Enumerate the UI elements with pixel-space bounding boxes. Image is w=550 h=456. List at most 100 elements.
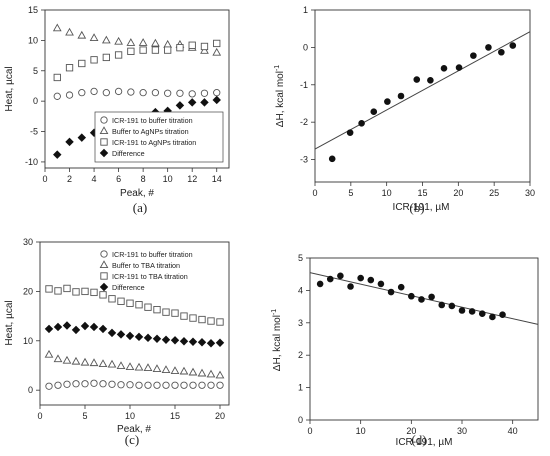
data-point [144,303,152,311]
x-tick-label: 15 [170,411,180,421]
legend-entry: Buffer to TBA titration [112,261,180,270]
data-point [188,367,198,376]
data-point [72,380,80,388]
data-point [197,368,207,377]
data-point [78,59,86,68]
data-point [126,38,136,46]
series-icr-191-to-tba-titration [45,284,224,326]
data-point [152,364,162,372]
x-tick-label: 10 [382,188,392,198]
data-point [65,91,74,99]
x-tick-label: 8 [141,174,146,184]
data-point [152,334,162,344]
y-tick-label: 3 [298,318,303,328]
data-point [216,381,224,389]
data-point [328,155,336,163]
x-axis-label: Peak, # [117,424,151,435]
x-tick-label: 40 [508,426,518,436]
data-point [114,87,123,96]
data-point [438,301,446,309]
y-axis-label: ΔH, kcal mol-1 [274,65,286,127]
y-axis-label: Heat, µcal [4,66,15,111]
x-tick-label: 0 [312,188,317,198]
data-point [89,358,99,367]
legend-marker [100,138,108,146]
data-point [114,36,123,45]
data-point [161,365,171,373]
data-point [337,272,344,280]
data-point [188,90,196,98]
data-point [80,321,90,331]
data-point [470,52,477,59]
data-point [346,129,354,136]
data-point [153,306,161,314]
data-point [54,287,62,295]
series-buffer-to-tba-titration [44,349,225,379]
data-point [170,366,180,374]
data-point [77,133,87,142]
data-point [102,53,110,62]
data-point [44,349,54,358]
legend-marker [100,116,108,124]
panel-label-b: (b) [409,200,424,215]
y-tick-label: 10 [28,35,38,45]
data-point [127,47,135,55]
data-point [63,380,71,388]
legend-entry: ICR-191 to buffer titration [112,250,193,259]
x-tick-label: 20 [453,188,463,198]
legend-entry: Buffer to AgNPs titration [112,127,189,136]
data-point [71,356,81,365]
y-tick-label: 5 [298,253,303,263]
data-point [53,322,63,332]
data-point [377,280,385,288]
data-point [200,89,209,97]
legend-marker [100,272,108,280]
legend-marker [100,250,108,258]
data-point [384,98,391,105]
data-point [163,39,173,48]
data-point [164,46,172,54]
data-point [90,87,98,96]
y-tick-label: 5 [33,66,38,76]
data-point [200,98,209,107]
data-point [98,324,108,334]
data-point [107,359,117,368]
data-point [216,318,224,326]
legend-marker [99,260,109,269]
x-tick-label: 0 [307,426,312,436]
data-point [90,56,98,64]
y-tick-label: 0 [28,385,33,395]
x-tick-label: 30 [525,188,535,198]
data-point [151,88,160,97]
x-tick-label: 0 [37,411,42,421]
x-axis-label: ICR-191, µM [396,437,453,448]
data-point [162,381,170,389]
data-point [489,313,496,321]
y-tick-label: 4 [298,285,303,295]
data-point [200,42,209,51]
legend-marker [99,126,109,135]
data-point [45,382,53,390]
data-point [197,338,207,347]
data-point [81,287,89,296]
data-point [126,299,134,307]
data-point [347,283,354,290]
legend-frame [94,111,224,163]
x-tick-label: 15 [417,188,427,198]
data-point [126,381,134,389]
x-tick-label: 30 [457,426,467,436]
data-point [397,92,405,100]
y-tick-label: 20 [23,286,33,296]
data-point [499,311,506,319]
plot-frame-a [44,9,230,169]
panel-label-a: (a) [133,200,147,215]
data-point [81,380,89,388]
x-tick-label: 12 [187,174,197,184]
data-point [52,23,62,32]
y-axis-label-superscript: -1 [274,65,281,71]
x-axis-label: Peak, # [120,188,154,199]
data-point [175,101,185,110]
data-point [116,330,126,339]
legend-entry: ICR-191 to buffer titration [112,116,193,125]
